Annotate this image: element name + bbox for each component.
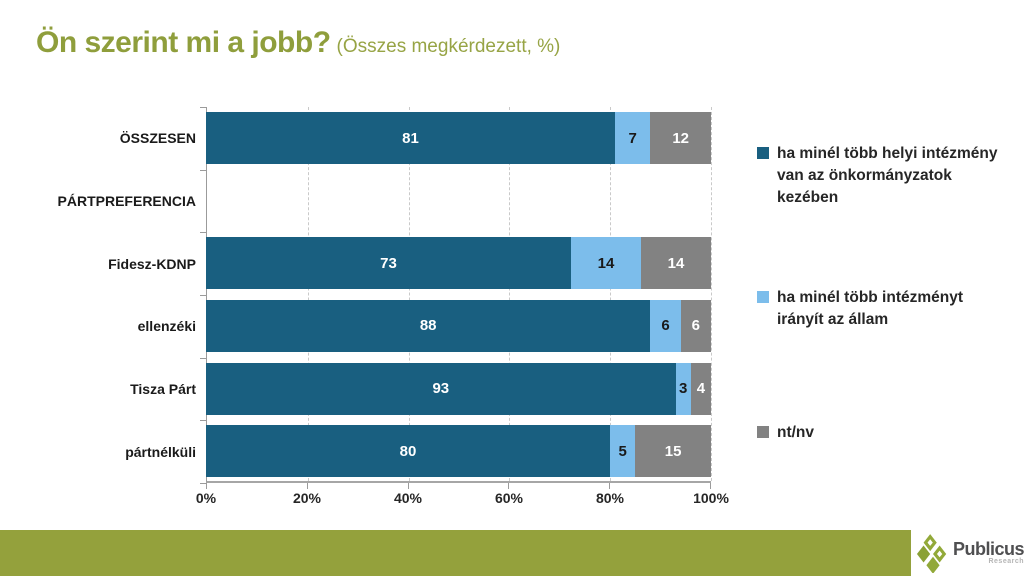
axis-tick <box>200 232 207 233</box>
axis-tick <box>306 483 308 489</box>
chart-row: 93 3 4 <box>206 358 711 421</box>
legend-item: ha minél több intézményt irányít az álla… <box>757 287 1002 331</box>
axis-tick <box>609 483 611 489</box>
bar-stack: 93 3 4 <box>206 362 711 415</box>
category-label: Tisza Párt <box>130 380 196 397</box>
value-label: 73 <box>380 254 397 272</box>
value-label: 80 <box>399 442 417 460</box>
axis-tick <box>200 420 207 421</box>
gridline <box>509 107 511 481</box>
legend-label: ha minél több intézményt irányít az álla… <box>777 289 964 328</box>
bar-segment-series1: 80 <box>206 425 610 478</box>
legend-swatch-series1 <box>757 147 769 159</box>
chart-row: 81 7 12 <box>206 107 711 170</box>
axis-tick <box>407 483 409 489</box>
chart-row: 88 6 6 <box>206 295 711 358</box>
legend-swatch-series3 <box>757 426 769 438</box>
value-label: 7 <box>628 129 637 147</box>
legend-label: ha minél több helyi intézmény van az önk… <box>777 145 998 206</box>
bar-segment-series2: 7 <box>615 112 651 164</box>
category-label: ellenzéki <box>137 318 196 335</box>
category-label: PÁRTPREFERENCIA <box>57 192 196 209</box>
chart-row: 73 14 14 <box>206 232 711 295</box>
bar-rows: 81 7 12 73 14 14 88 6 6 93 3 4 80 5 15 <box>206 107 711 483</box>
bar-segment-series3: 6 <box>680 299 711 352</box>
gridline <box>610 107 612 481</box>
value-label: 14 <box>667 254 685 272</box>
axis-tick <box>508 483 510 489</box>
category-label: Fidesz-KDNP <box>108 255 196 272</box>
gridline <box>408 107 410 481</box>
category-label: pártnélküli <box>125 443 196 460</box>
legend-swatch-series2 <box>757 291 769 303</box>
axis-tick <box>200 107 207 108</box>
bar-stack: 88 6 6 <box>206 299 711 352</box>
x-axis-label: 60% <box>494 490 524 506</box>
value-label: 15 <box>664 442 682 460</box>
diamonds-icon <box>916 534 947 573</box>
page-title: Ön szerint mi a jobb? (Összes megkérdezet… <box>36 26 936 60</box>
x-axis-label: 80% <box>595 490 625 506</box>
axis-tick <box>200 170 207 171</box>
value-label: 5 <box>618 442 627 460</box>
value-label: 12 <box>672 129 690 147</box>
gridline <box>711 107 712 481</box>
axis-tick <box>206 483 207 489</box>
x-axis-label: 100% <box>693 490 729 506</box>
gridline <box>307 107 309 481</box>
axis-tick <box>200 295 207 296</box>
bar-segment-series2: 3 <box>675 362 691 415</box>
value-label: 6 <box>691 317 700 335</box>
bar-stack: 80 5 15 <box>206 425 711 478</box>
axis-tick <box>200 358 207 359</box>
value-label: 93 <box>432 380 450 398</box>
bar-stack: 73 14 14 <box>206 237 711 290</box>
legend-label: nt/nv <box>777 424 815 441</box>
bar-segment-series1: 88 <box>206 299 651 352</box>
bar-segment-series1: 93 <box>206 362 676 415</box>
category-label: ÖSSZESEN <box>119 130 196 147</box>
category-axis: ÖSSZESEN PÁRTPREFERENCIA Fidesz-KDNP ellenz… <box>0 107 196 483</box>
bar-segment-series3: 15 <box>635 425 711 478</box>
brand-subtitle: Research <box>988 558 1024 565</box>
bar-segment-series1: 81 <box>206 112 616 164</box>
x-axis-label: 0% <box>195 490 217 506</box>
chart-row: 80 5 15 <box>206 420 711 483</box>
legend-item: nt/nv <box>757 422 814 444</box>
title-text: Ön szerint mi a jobb? <box>36 26 331 59</box>
footer-accent-bar <box>0 530 911 576</box>
bar-segment-series2: 5 <box>610 425 636 478</box>
bar-segment-series3: 4 <box>690 362 711 415</box>
bar-segment-series1: 73 <box>206 237 571 290</box>
chart-row <box>206 170 711 233</box>
bar-segment-series2: 14 <box>571 237 641 290</box>
brand-name: Publicus <box>953 539 1024 559</box>
x-axis-label: 40% <box>393 490 423 506</box>
bar-stack: 81 7 12 <box>206 112 711 164</box>
value-label: 6 <box>661 317 670 335</box>
bar-segment-series3: 14 <box>641 237 711 290</box>
legend-item: ha minél több helyi intézmény van az önk… <box>757 143 1002 209</box>
publicus-logo: Publicus Research <box>911 530 1024 576</box>
bar-segment-series2: 6 <box>650 299 681 352</box>
axis-tick <box>710 483 711 489</box>
legend: ha minél több helyi intézmény van az önk… <box>757 143 1009 473</box>
value-label: 88 <box>419 317 437 335</box>
value-label: 14 <box>597 254 615 272</box>
plot-area <box>200 107 712 489</box>
x-axis: 0% 20% 40% 60% 80% 100% <box>196 490 729 508</box>
value-label: 81 <box>402 129 419 147</box>
value-label: 4 <box>696 380 706 398</box>
title-subtitle: (Összes megkérdezett, %) <box>336 36 561 57</box>
value-label: 3 <box>679 380 688 398</box>
x-axis-label: 20% <box>292 490 322 506</box>
bar-segment-series3: 12 <box>650 112 711 164</box>
axis-tick <box>200 483 207 484</box>
